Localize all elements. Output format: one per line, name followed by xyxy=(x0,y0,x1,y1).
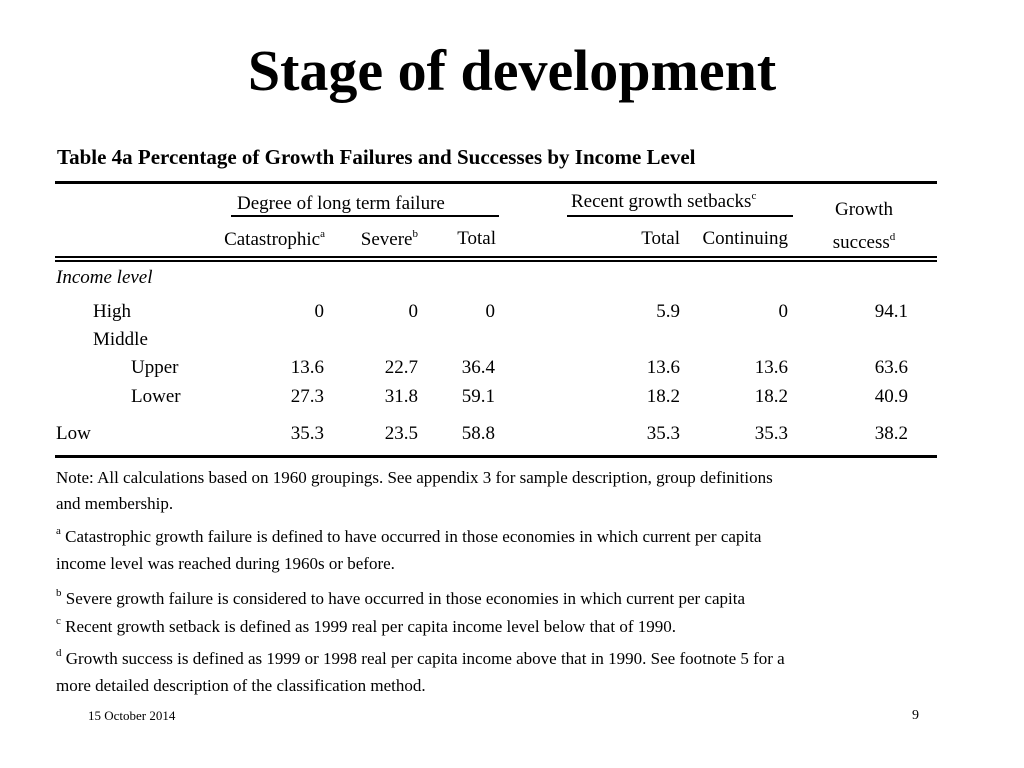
col-header-catastrophic: Catastrophica xyxy=(190,229,325,251)
growth-label: success xyxy=(832,232,890,253)
cell-catastrophic: 35.3 xyxy=(290,423,324,444)
table-caption: Table 4a Percentage of Growth Failures a… xyxy=(57,145,696,169)
footnote-marker: d xyxy=(889,231,896,243)
cell-recent-total: 35.3 xyxy=(646,423,680,444)
footnote-marker: c xyxy=(751,190,757,202)
footnote-c: c Recent growth setback is defined as 19… xyxy=(56,616,676,638)
cell-catastrophic: 27.3 xyxy=(290,386,324,407)
cell-recent-total: 5.9 xyxy=(656,301,680,322)
cell-continuing: 18.2 xyxy=(754,386,788,407)
group-header-growth-line2: successd xyxy=(814,232,914,254)
footnote-text: Catastrophic growth failure is defined t… xyxy=(65,527,762,546)
row-label: Middle xyxy=(93,329,148,350)
severe-label: Severe xyxy=(360,229,413,250)
header-rule-2 xyxy=(55,260,937,262)
cell-growth-success: 63.6 xyxy=(874,357,908,378)
footnote-marker: d xyxy=(56,647,62,659)
group-header-recent-label: Recent growth setbacks xyxy=(571,191,752,212)
cell-continuing: 35.3 xyxy=(754,423,788,444)
slide-date: 15 October 2014 xyxy=(88,708,176,723)
footnote-text: Growth success is defined as 1999 or 199… xyxy=(65,649,785,668)
footnote-marker: b xyxy=(56,587,62,599)
cell-continuing: 13.6 xyxy=(754,357,788,378)
cell-growth-success: 38.2 xyxy=(874,423,908,444)
cell-total: 59.1 xyxy=(461,386,495,407)
footnote-marker: b xyxy=(412,228,419,240)
cell-recent-total: 18.2 xyxy=(646,386,680,407)
cell-severe: 31.8 xyxy=(384,386,418,407)
group-header-recent: Recent growth setbacksc xyxy=(571,191,756,213)
cell-severe: 23.5 xyxy=(384,423,418,444)
cell-severe: 0 xyxy=(408,301,419,322)
table-top-rule xyxy=(55,181,937,184)
group-header-long-term: Degree of long term failure xyxy=(237,193,445,214)
note-line: Note: All calculations based on 1960 gro… xyxy=(56,468,773,487)
footnote-marker: c xyxy=(56,615,61,627)
group-underline-recent xyxy=(567,215,793,217)
cell-total: 0 xyxy=(485,301,496,322)
col-header-severe: Severeb xyxy=(330,229,418,251)
footnote-text: Recent growth setback is defined as 1999… xyxy=(65,617,676,636)
group-header-growth-line1: Growth xyxy=(834,199,894,220)
note-line: and membership. xyxy=(56,494,174,513)
col-header-total: Total xyxy=(457,228,496,249)
catastrophic-label: Catastrophic xyxy=(224,229,321,250)
group-underline-long-term xyxy=(231,215,499,217)
cell-severe: 22.7 xyxy=(384,357,418,378)
cell-growth-success: 40.9 xyxy=(874,386,908,407)
section-label-income-level: Income level xyxy=(56,267,153,288)
cell-catastrophic: 13.6 xyxy=(290,357,324,378)
footnote-d: d Growth success is defined as 1999 or 1… xyxy=(56,648,785,670)
cell-continuing: 0 xyxy=(778,301,789,322)
footnote-marker: a xyxy=(320,228,325,240)
slide-title: Stage of development xyxy=(247,38,777,103)
page-number: 9 xyxy=(912,708,919,723)
row-label: Upper xyxy=(131,357,179,378)
cell-total: 36.4 xyxy=(461,357,495,378)
footnote-b: b Severe growth failure is considered to… xyxy=(56,588,745,610)
footnote-a-continued: income level was reached during 1960s or… xyxy=(56,554,395,573)
footnote-a: a Catastrophic growth failure is defined… xyxy=(56,526,761,548)
col-header-recent-total: Total xyxy=(641,228,680,249)
col-header-continuing: Continuing xyxy=(702,228,788,249)
cell-recent-total: 13.6 xyxy=(646,357,680,378)
row-label: High xyxy=(93,301,131,322)
row-label: Lower xyxy=(131,386,181,407)
footnote-text: Severe growth failure is considered to h… xyxy=(65,589,746,608)
footnote-marker: a xyxy=(56,525,61,537)
cell-catastrophic: 0 xyxy=(314,301,325,322)
footnote-d-continued: more detailed description of the classif… xyxy=(56,676,426,695)
cell-growth-success: 94.1 xyxy=(874,301,908,322)
row-label: Low xyxy=(56,423,91,444)
header-rule-1 xyxy=(55,256,937,258)
table-bottom-rule xyxy=(55,455,937,458)
cell-total: 58.8 xyxy=(461,423,495,444)
